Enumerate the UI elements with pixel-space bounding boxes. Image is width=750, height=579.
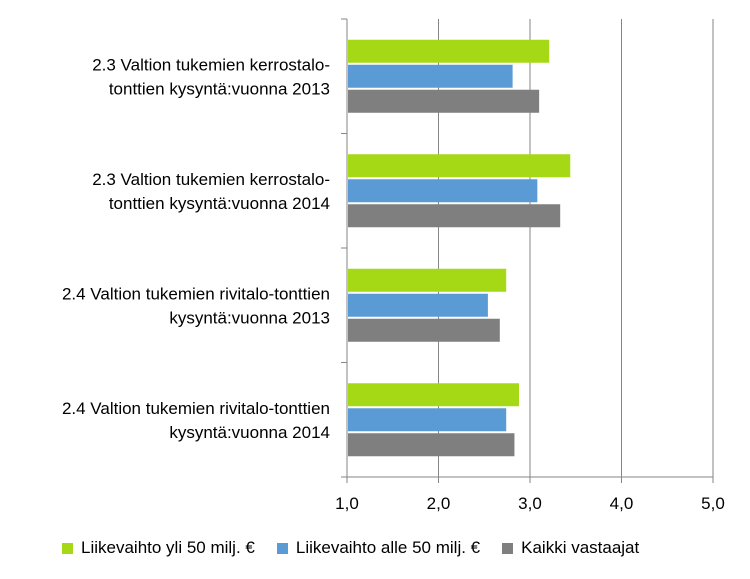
bar-series-2 <box>348 293 488 317</box>
x-tick-labels: 1,0 2,0 3,0 4,0 5,0 <box>335 494 725 513</box>
bar-series-3 <box>348 204 561 228</box>
bar-series-1 <box>348 268 507 292</box>
bar-series-2 <box>348 179 538 203</box>
legend-swatch-series-1 <box>62 542 73 554</box>
x-tick-label: 4,0 <box>610 494 634 513</box>
bar-series-3 <box>348 433 515 457</box>
legend: Liikevaihto yli 50 milj. € Liikevaihto a… <box>62 538 639 558</box>
x-tick-label: 3,0 <box>518 494 542 513</box>
category-label-line: tonttien kysyntä:vuonna 2014 <box>109 194 330 213</box>
bar-series-3 <box>348 89 540 113</box>
legend-item-series-2: Liikevaihto alle 50 milj. € <box>276 538 481 558</box>
category-label-line: tonttien kysyntä:vuonna 2013 <box>109 79 330 98</box>
axes <box>341 18 714 483</box>
bar-series-1 <box>348 383 520 407</box>
bar-series-1 <box>348 154 571 178</box>
legend-label-series-1: Liikevaihto yli 50 milj. € <box>81 538 255 557</box>
category-label-line: 2.3 Valtion tukemien kerrostalo- <box>92 55 330 74</box>
category-label-line: kysyntä:vuonna 2014 <box>169 423 330 442</box>
category-label-line: 2.4 Valtion tukemien rivitalo-tonttien <box>62 284 330 303</box>
legend-label-series-3: Kaikki vastaajat <box>521 538 640 557</box>
legend-swatch-series-3 <box>502 542 514 554</box>
bar-series-2 <box>348 408 507 432</box>
legend-swatch-series-2 <box>276 542 288 554</box>
bars <box>348 39 571 457</box>
category-label-line: kysyntä:vuonna 2013 <box>169 308 330 327</box>
x-tick-label: 1,0 <box>335 494 359 513</box>
bar-series-1 <box>348 39 550 63</box>
category-labels: 2.3 Valtion tukemien kerrostalo-tonttien… <box>62 55 330 442</box>
category-label-line: 2.3 Valtion tukemien kerrostalo- <box>92 170 330 189</box>
bar-series-3 <box>348 318 500 342</box>
legend-label-series-2: Liikevaihto alle 50 milj. € <box>295 538 481 557</box>
x-tick-label: 2,0 <box>427 494 451 513</box>
legend-item-series-1: Liikevaihto yli 50 milj. € <box>62 538 255 558</box>
x-tick-label: 5,0 <box>701 494 725 513</box>
bar-series-2 <box>348 64 513 88</box>
legend-item-series-3: Kaikki vastaajat <box>502 538 639 558</box>
category-label-line: 2.4 Valtion tukemien rivitalo-tonttien <box>62 399 330 418</box>
